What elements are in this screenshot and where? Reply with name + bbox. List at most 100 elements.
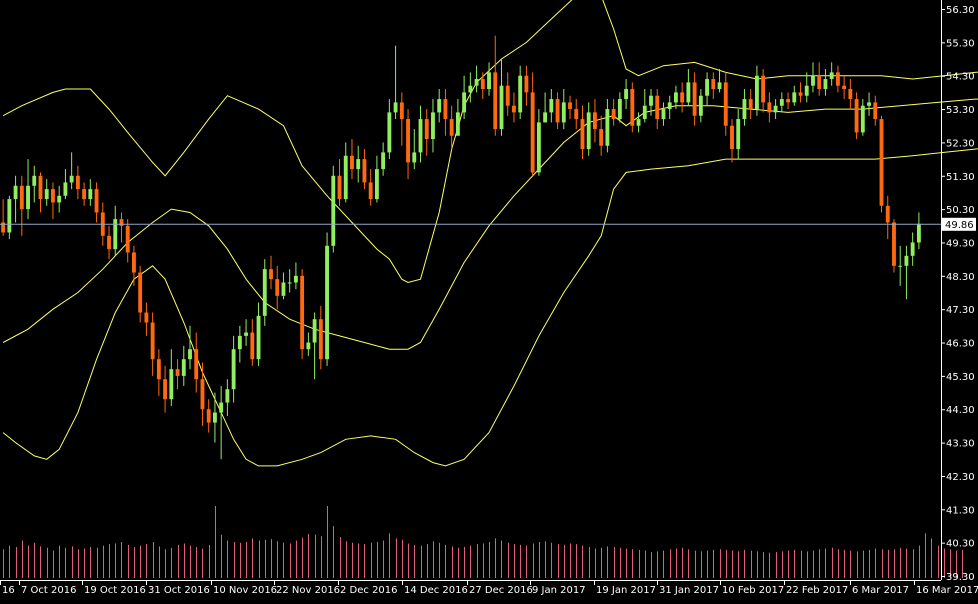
bear-candle bbox=[269, 255, 273, 290]
bear-candle bbox=[655, 89, 660, 130]
bull-candle bbox=[910, 232, 915, 266]
candle-body bbox=[1, 222, 6, 233]
candle-body bbox=[574, 109, 579, 120]
bull-candle bbox=[381, 142, 386, 176]
x-tick-label: 14 Dec 2016 bbox=[404, 585, 468, 596]
candle-body bbox=[219, 402, 224, 413]
bull-candle bbox=[736, 109, 741, 160]
candle-body bbox=[437, 99, 442, 113]
y-tick-label: 47.30 bbox=[946, 305, 975, 316]
candle-body bbox=[275, 279, 280, 296]
candle-body bbox=[543, 112, 548, 123]
bear-candle bbox=[568, 95, 572, 120]
bull-candle bbox=[225, 379, 230, 416]
bear-candle bbox=[94, 182, 99, 223]
bear-candle bbox=[424, 109, 429, 156]
candle-body bbox=[455, 112, 460, 136]
bear-candle bbox=[530, 72, 535, 176]
bear-candle bbox=[350, 139, 354, 180]
bull-candle bbox=[306, 332, 311, 356]
x-tick-label: 22 Feb 2017 bbox=[786, 585, 848, 596]
candle-body bbox=[113, 219, 118, 250]
bull-candle bbox=[549, 89, 554, 123]
bear-candle bbox=[337, 159, 342, 206]
y-tick-label: 39.30 bbox=[946, 572, 975, 583]
bear-candle bbox=[848, 79, 853, 110]
candle-body bbox=[605, 109, 610, 146]
bear-candle bbox=[512, 92, 516, 123]
bull-candle bbox=[829, 62, 834, 86]
bull-candle bbox=[237, 325, 242, 363]
bull-candle bbox=[673, 85, 678, 110]
candle-body bbox=[175, 369, 180, 376]
candle-body bbox=[343, 155, 348, 200]
candle-body bbox=[667, 102, 672, 110]
candle-body bbox=[300, 275, 305, 350]
bull-candle bbox=[636, 112, 641, 133]
bull-candle bbox=[374, 155, 379, 203]
candle-body bbox=[269, 269, 273, 280]
candle-body bbox=[474, 79, 479, 86]
y-tick-label: 56.30 bbox=[946, 5, 975, 16]
candle-body bbox=[293, 275, 298, 283]
bull-candle bbox=[13, 175, 18, 223]
candle-body bbox=[842, 85, 847, 90]
candle-body bbox=[916, 223, 921, 243]
bull-candle bbox=[63, 169, 68, 200]
candle-body bbox=[69, 175, 74, 183]
candle-body bbox=[499, 85, 504, 130]
candle-body bbox=[867, 102, 871, 106]
bear-candle bbox=[524, 65, 529, 106]
candle-body bbox=[730, 125, 734, 150]
candle-body bbox=[761, 75, 766, 103]
bear-candle bbox=[493, 35, 498, 136]
x-axis-ticks: 16 7 Oct 2016 19 Oct 2016 31 Oct 2016 10 Nov… bbox=[0, 580, 978, 596]
candle-body bbox=[904, 255, 909, 266]
x-tick-label: 6 Mar 2017 bbox=[852, 585, 909, 596]
y-tick-label: 51.30 bbox=[946, 172, 975, 183]
y-tick-label: 41.30 bbox=[946, 505, 975, 516]
y-tick-label: 54.30 bbox=[946, 72, 975, 83]
candle-body bbox=[144, 312, 149, 323]
bull-candle bbox=[431, 99, 435, 153]
candle-body bbox=[742, 99, 747, 120]
bull-candle bbox=[624, 79, 629, 110]
candle-body bbox=[792, 92, 797, 103]
candle-body bbox=[835, 72, 840, 86]
candle-body bbox=[854, 99, 859, 133]
candle-body bbox=[655, 95, 660, 120]
candle-body bbox=[823, 79, 828, 90]
bear-candle bbox=[51, 182, 55, 220]
candle-body bbox=[555, 99, 560, 123]
candle-body bbox=[798, 92, 803, 96]
candle-body bbox=[686, 82, 691, 103]
bull-candle bbox=[561, 89, 566, 130]
bull-candle bbox=[474, 65, 479, 93]
candle-body bbox=[468, 85, 473, 93]
candle-body bbox=[356, 159, 361, 170]
bull-candle bbox=[649, 89, 653, 116]
candle-body bbox=[431, 112, 435, 140]
candle-body bbox=[829, 72, 834, 80]
candle-body bbox=[393, 102, 398, 113]
candle-body bbox=[680, 92, 685, 103]
candle-body bbox=[811, 75, 815, 86]
bear-candle bbox=[505, 72, 510, 116]
bull-candle bbox=[867, 92, 871, 116]
x-tick-label: 2 Dec 2016 bbox=[340, 585, 398, 596]
bear-candle bbox=[580, 105, 585, 160]
bear-candle bbox=[82, 182, 87, 206]
bear-candle bbox=[574, 99, 579, 130]
candle-body bbox=[860, 105, 865, 133]
bull-candle bbox=[804, 72, 809, 103]
candle-body bbox=[873, 102, 878, 120]
bear-candle bbox=[873, 95, 878, 126]
candle-body bbox=[26, 185, 30, 210]
bear-candle bbox=[275, 265, 280, 310]
candle-body bbox=[705, 79, 710, 96]
y-tick-label: 55.30 bbox=[946, 38, 975, 49]
candle-body bbox=[381, 152, 386, 170]
candle-body bbox=[505, 85, 510, 106]
bull-candle bbox=[331, 165, 336, 253]
